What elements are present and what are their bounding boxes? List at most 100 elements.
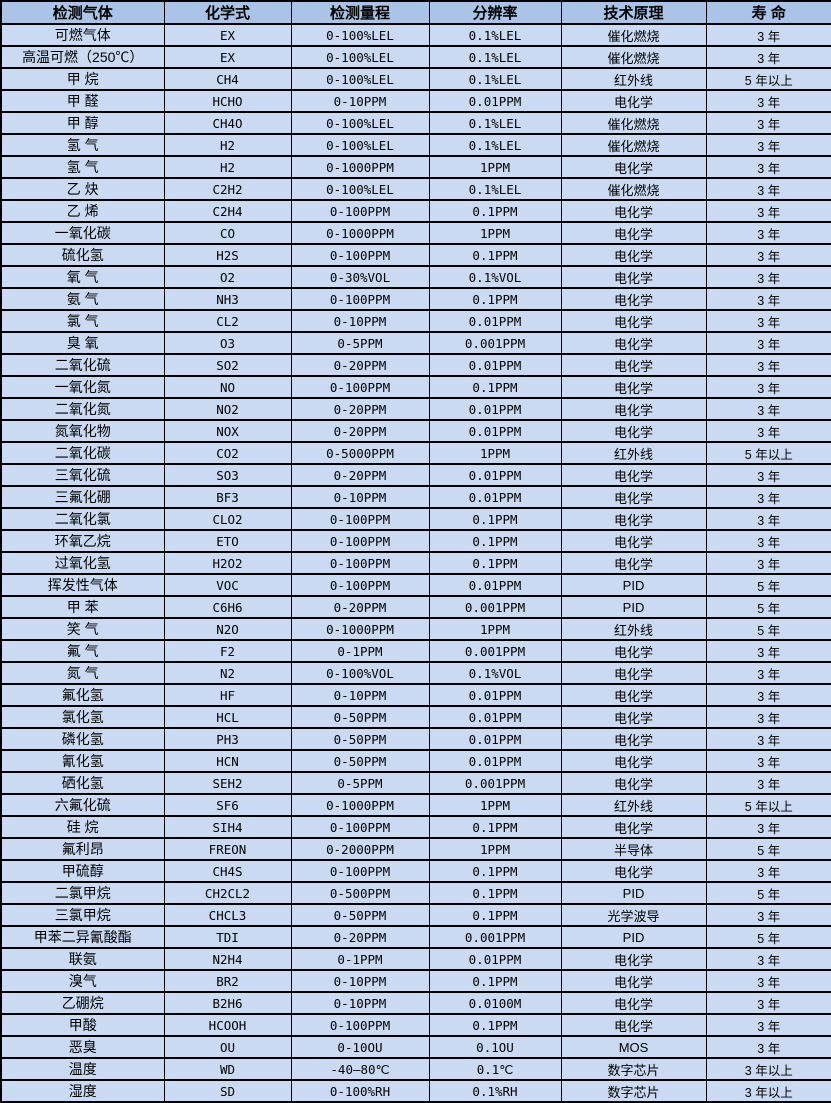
- lifespan-cell: 3 年以上: [705, 1057, 831, 1081]
- gas-name-cell: 三氟化硼: [0, 485, 165, 509]
- table-row: 氨 气 NH3 0-100PPM 0.1PPM 电化学 3 年: [0, 287, 831, 311]
- table-row: 氧 气 O2 0-30%VOL 0.1%VOL 电化学 3 年: [0, 265, 831, 289]
- gas-name-cell: 乙 炔: [0, 177, 165, 201]
- lifespan-cell: 3 年: [705, 661, 831, 685]
- range-cell: 0-10OU: [290, 1035, 430, 1059]
- formula-cell: H2O2: [163, 551, 292, 575]
- range-cell: 0-10PPM: [290, 683, 430, 707]
- table-row: 磷化氢 PH3 0-50PPM 0.01PPM 电化学 3 年: [0, 727, 831, 751]
- formula-cell: OU: [163, 1035, 292, 1059]
- lifespan-cell: 3 年: [705, 243, 831, 267]
- col-header-range: 检测量程: [290, 0, 430, 25]
- principle-cell: 电化学: [560, 221, 707, 245]
- lifespan-cell: 3 年: [705, 727, 831, 751]
- table-row: 甲 醇 CH4O 0-100%LEL 0.1%LEL 催化燃烧 3 年: [0, 111, 831, 135]
- gas-name-cell: 氟化氢: [0, 683, 165, 707]
- table-row: 甲硫醇 CH4S 0-100PPM 0.1PPM 电化学 3 年: [0, 859, 831, 883]
- resolution-cell: 0.01PPM: [428, 683, 562, 707]
- table-row: 氯化氢 HCL 0-50PPM 0.01PPM 电化学 3 年: [0, 705, 831, 729]
- gas-name-cell: 氨 气: [0, 287, 165, 311]
- formula-cell: O3: [163, 331, 292, 355]
- formula-cell: BR2: [163, 969, 292, 993]
- table-row: 氢 气 H2 0-1000PPM 1PPM 电化学 3 年: [0, 155, 831, 179]
- principle-cell: PID: [560, 573, 707, 597]
- lifespan-cell: 3 年: [705, 551, 831, 575]
- principle-cell: 电化学: [560, 89, 707, 113]
- resolution-cell: 0.1%LEL: [428, 23, 562, 47]
- resolution-cell: 0.01PPM: [428, 353, 562, 377]
- table-row: 臭 氧 O3 0-5PPM 0.001PPM 电化学 3 年: [0, 331, 831, 355]
- table-row: 氟化氢 HF 0-10PPM 0.01PPM 电化学 3 年: [0, 683, 831, 707]
- table-row: 过氧化氢 H2O2 0-100PPM 0.1PPM 电化学 3 年: [0, 551, 831, 575]
- formula-cell: NH3: [163, 287, 292, 311]
- gas-name-cell: 湿度: [0, 1079, 165, 1103]
- principle-cell: 电化学: [560, 771, 707, 795]
- principle-cell: 电化学: [560, 727, 707, 751]
- resolution-cell: 0.1%LEL: [428, 133, 562, 157]
- principle-cell: PID: [560, 925, 707, 949]
- principle-cell: 电化学: [560, 309, 707, 333]
- range-cell: 0-100%LEL: [290, 45, 430, 69]
- gas-name-cell: 二氧化氮: [0, 397, 165, 421]
- lifespan-cell: 3 年: [705, 749, 831, 773]
- table-row: 氰化氢 HCN 0-50PPM 0.01PPM 电化学 3 年: [0, 749, 831, 773]
- range-cell: 0-1PPM: [290, 947, 430, 971]
- principle-cell: 催化燃烧: [560, 133, 707, 157]
- formula-cell: N2: [163, 661, 292, 685]
- gas-name-cell: 氰化氢: [0, 749, 165, 773]
- resolution-cell: 0.0100M: [428, 991, 562, 1015]
- table-row: 环氧乙烷 ETO 0-100PPM 0.1PPM 电化学 3 年: [0, 529, 831, 553]
- resolution-cell: 0.1PPM: [428, 903, 562, 927]
- formula-cell: CO: [163, 221, 292, 245]
- range-cell: 0-20PPM: [290, 463, 430, 487]
- lifespan-cell: 5 年: [705, 595, 831, 619]
- principle-cell: 光学波导: [560, 903, 707, 927]
- table-row: 甲 苯 C6H6 0-20PPM 0.001PPM PID 5 年: [0, 595, 831, 619]
- resolution-cell: 0.1PPM: [428, 507, 562, 531]
- resolution-cell: 0.01PPM: [428, 727, 562, 751]
- resolution-cell: 0.1%VOL: [428, 265, 562, 289]
- lifespan-cell: 5 年: [705, 881, 831, 905]
- gas-name-cell: 甲酸: [0, 1013, 165, 1037]
- range-cell: 0-50PPM: [290, 903, 430, 927]
- table-row: 氟 气 F2 0-1PPM 0.001PPM 电化学 3 年: [0, 639, 831, 663]
- table-row: 二氧化氮 NO2 0-20PPM 0.01PPM 电化学 3 年: [0, 397, 831, 421]
- lifespan-cell: 3 年: [705, 947, 831, 971]
- principle-cell: 电化学: [560, 287, 707, 311]
- table-row: 湿度 SD 0-100%RH 0.1%RH 数字芯片 3 年以上: [0, 1079, 831, 1103]
- resolution-cell: 0.01PPM: [428, 397, 562, 421]
- gas-name-cell: 一氧化碳: [0, 221, 165, 245]
- principle-cell: 电化学: [560, 485, 707, 509]
- range-cell: 0-50PPM: [290, 749, 430, 773]
- range-cell: 0-100PPM: [290, 1013, 430, 1037]
- table-row: 乙 炔 C2H2 0-100%LEL 0.1%LEL 催化燃烧 3 年: [0, 177, 831, 201]
- gas-name-cell: 恶臭: [0, 1035, 165, 1059]
- formula-cell: NOX: [163, 419, 292, 443]
- table-row: 硫化氢 H2S 0-100PPM 0.1PPM 电化学 3 年: [0, 243, 831, 267]
- principle-cell: 催化燃烧: [560, 111, 707, 135]
- range-cell: 0-10PPM: [290, 991, 430, 1015]
- formula-cell: NO: [163, 375, 292, 399]
- lifespan-cell: 5 年: [705, 573, 831, 597]
- range-cell: 0-100PPM: [290, 551, 430, 575]
- gas-name-cell: 氮 气: [0, 661, 165, 685]
- range-cell: 0-30%VOL: [290, 265, 430, 289]
- formula-cell: H2S: [163, 243, 292, 267]
- gas-name-cell: 二氯甲烷: [0, 881, 165, 905]
- formula-cell: SIH4: [163, 815, 292, 839]
- gas-name-cell: 甲 烷: [0, 67, 165, 91]
- lifespan-cell: 3 年: [705, 177, 831, 201]
- gas-name-cell: 甲 苯: [0, 595, 165, 619]
- principle-cell: 电化学: [560, 969, 707, 993]
- gas-name-cell: 高温可燃（250℃）: [0, 45, 165, 69]
- resolution-cell: 0.01PPM: [428, 89, 562, 113]
- gas-name-cell: 磷化氢: [0, 727, 165, 751]
- lifespan-cell: 3 年: [705, 419, 831, 443]
- gas-name-cell: 甲硫醇: [0, 859, 165, 883]
- gas-name-cell: 溴气: [0, 969, 165, 993]
- gas-name-cell: 三氧化硫: [0, 463, 165, 487]
- principle-cell: PID: [560, 595, 707, 619]
- gas-name-cell: 乙 烯: [0, 199, 165, 223]
- principle-cell: 电化学: [560, 551, 707, 575]
